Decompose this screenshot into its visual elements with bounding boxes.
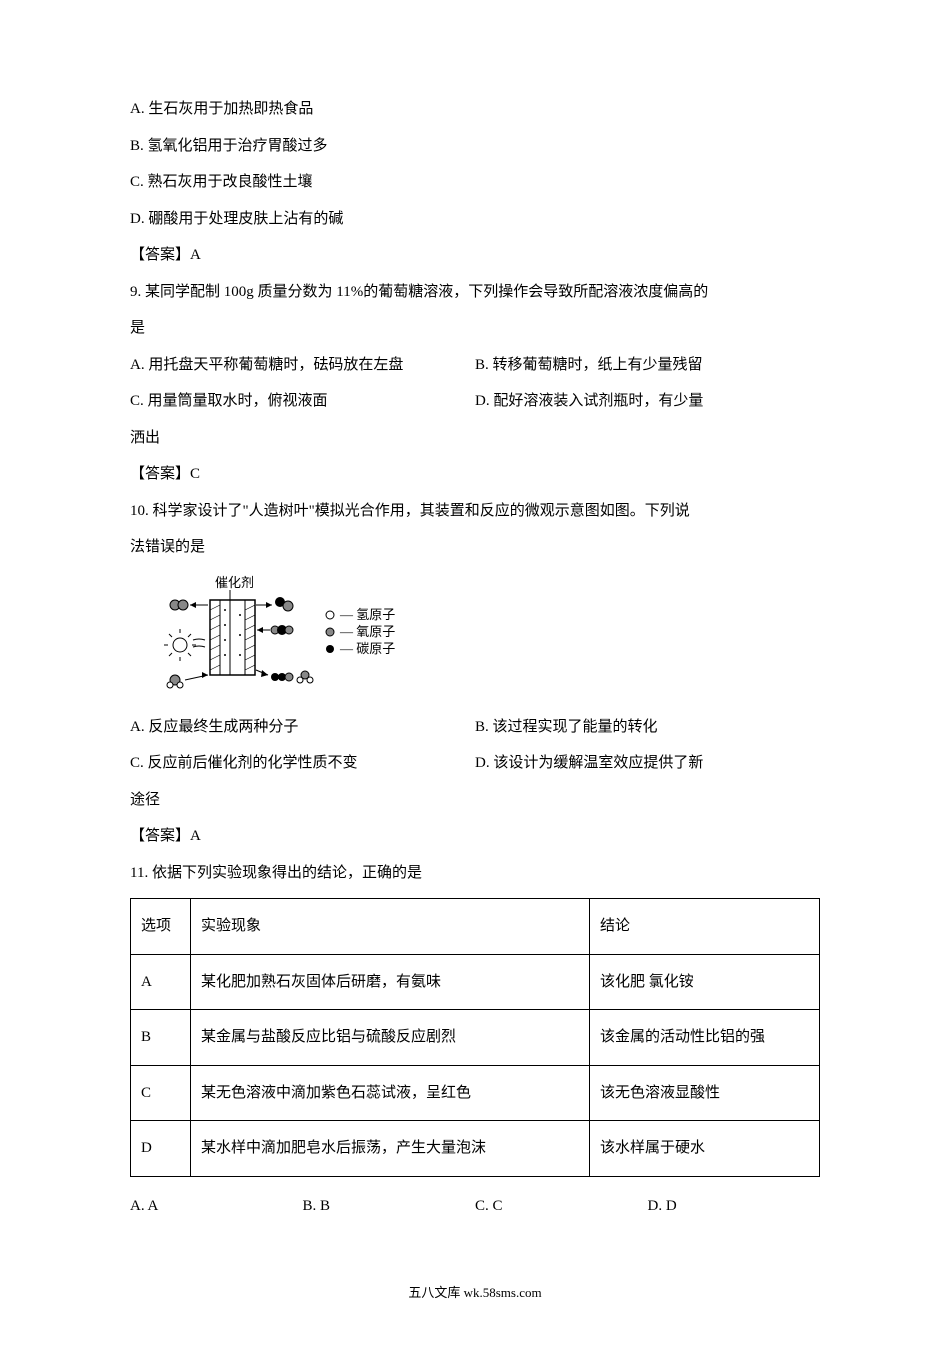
- q9-option-a: A. 用托盘天平称葡萄糖时，砝码放在左盘: [130, 348, 475, 383]
- q9-option-d-cont: 洒出: [130, 421, 820, 456]
- legend-h: — 氢原子: [339, 607, 395, 622]
- q11-option-b: B. B: [303, 1189, 476, 1224]
- q8-option-d: D. 硼酸用于处理皮肤上沾有的碱: [130, 202, 820, 237]
- q10-option-d-cont: 途径: [130, 783, 820, 818]
- q11-stem: 11. 依据下列实验现象得出的结论，正确的是: [130, 856, 820, 891]
- legend-c: — 碳原子: [339, 641, 395, 656]
- table-cell: 该化肥 氯化铵: [590, 954, 820, 1010]
- q10-option-b: B. 该过程实现了能量的转化: [475, 710, 820, 745]
- q11-option-c: C. C: [475, 1189, 648, 1224]
- q9-option-d: D. 配好溶液装入试剂瓶时，有少量: [475, 384, 820, 419]
- q9-answer: 【答案】C: [130, 457, 820, 492]
- q11-option-a: A. A: [130, 1189, 303, 1224]
- q9-option-c: C. 用量筒量取水时，俯视液面: [130, 384, 475, 419]
- table-cell: B: [131, 1010, 191, 1066]
- table-header-row: 选项 实验现象 结论: [131, 899, 820, 955]
- table-cell: 某化肥加熟石灰固体后研磨，有氨味: [191, 954, 590, 1010]
- table-cell: 该金属的活动性比铝的强: [590, 1010, 820, 1066]
- q8-option-a: A. 生石灰用于加热即热食品: [130, 92, 820, 127]
- q10-option-c: C. 反应前后催化剂的化学性质不变: [130, 746, 475, 781]
- table-cell: A: [131, 954, 191, 1010]
- q8-option-c: C. 熟石灰用于改良酸性土壤: [130, 165, 820, 200]
- q8-option-b: B. 氢氧化铝用于治疗胃酸过多: [130, 129, 820, 164]
- page-footer: 五八文库 wk.58sms.com: [130, 1278, 820, 1308]
- q10-stem-line1: 10. 科学家设计了"人造树叶"模拟光合作用，其装置和反应的微观示意图如图。下列…: [130, 494, 820, 529]
- table-row: A 某化肥加熟石灰固体后研磨，有氨味 该化肥 氯化铵: [131, 954, 820, 1010]
- table-cell: 某金属与盐酸反应比铝与硫酸反应剧烈: [191, 1010, 590, 1066]
- table-cell: 该无色溶液显酸性: [590, 1065, 820, 1121]
- catalyst-label: 催化剂: [215, 575, 254, 590]
- table-cell: 某水样中滴加肥皂水后振荡，产生大量泡沫: [191, 1121, 590, 1177]
- q9-option-b: B. 转移葡萄糖时，纸上有少量残留: [475, 348, 820, 383]
- table-header-concl: 结论: [590, 899, 820, 955]
- table-cell: 某无色溶液中滴加紫色石蕊试液，呈红色: [191, 1065, 590, 1121]
- table-row: C 某无色溶液中滴加紫色石蕊试液，呈红色 该无色溶液显酸性: [131, 1065, 820, 1121]
- table-row: D 某水样中滴加肥皂水后振荡，产生大量泡沫 该水样属于硬水: [131, 1121, 820, 1177]
- q10-diagram: 催化剂: [160, 575, 410, 695]
- q10-answer: 【答案】A: [130, 819, 820, 854]
- q10-option-a: A. 反应最终生成两种分子: [130, 710, 475, 745]
- q9-stem-line2: 是: [130, 311, 820, 346]
- table-cell: 该水样属于硬水: [590, 1121, 820, 1177]
- q11-table: 选项 实验现象 结论 A 某化肥加熟石灰固体后研磨，有氨味 该化肥 氯化铵 B …: [130, 898, 820, 1177]
- table-cell: D: [131, 1121, 191, 1177]
- q9-stem-line1: 9. 某同学配制 100g 质量分数为 11%的葡萄糖溶液，下列操作会导致所配溶…: [130, 275, 820, 310]
- legend-o: — 氧原子: [339, 624, 395, 639]
- table-header-opt: 选项: [131, 899, 191, 955]
- q10-stem-line2: 法错误的是: [130, 530, 820, 565]
- table-cell: C: [131, 1065, 191, 1121]
- table-row: B 某金属与盐酸反应比铝与硫酸反应剧烈 该金属的活动性比铝的强: [131, 1010, 820, 1066]
- q8-answer: 【答案】A: [130, 238, 820, 273]
- q11-option-d: D. D: [648, 1189, 821, 1224]
- table-header-phenom: 实验现象: [191, 899, 590, 955]
- q10-option-d: D. 该设计为缓解温室效应提供了新: [475, 746, 820, 781]
